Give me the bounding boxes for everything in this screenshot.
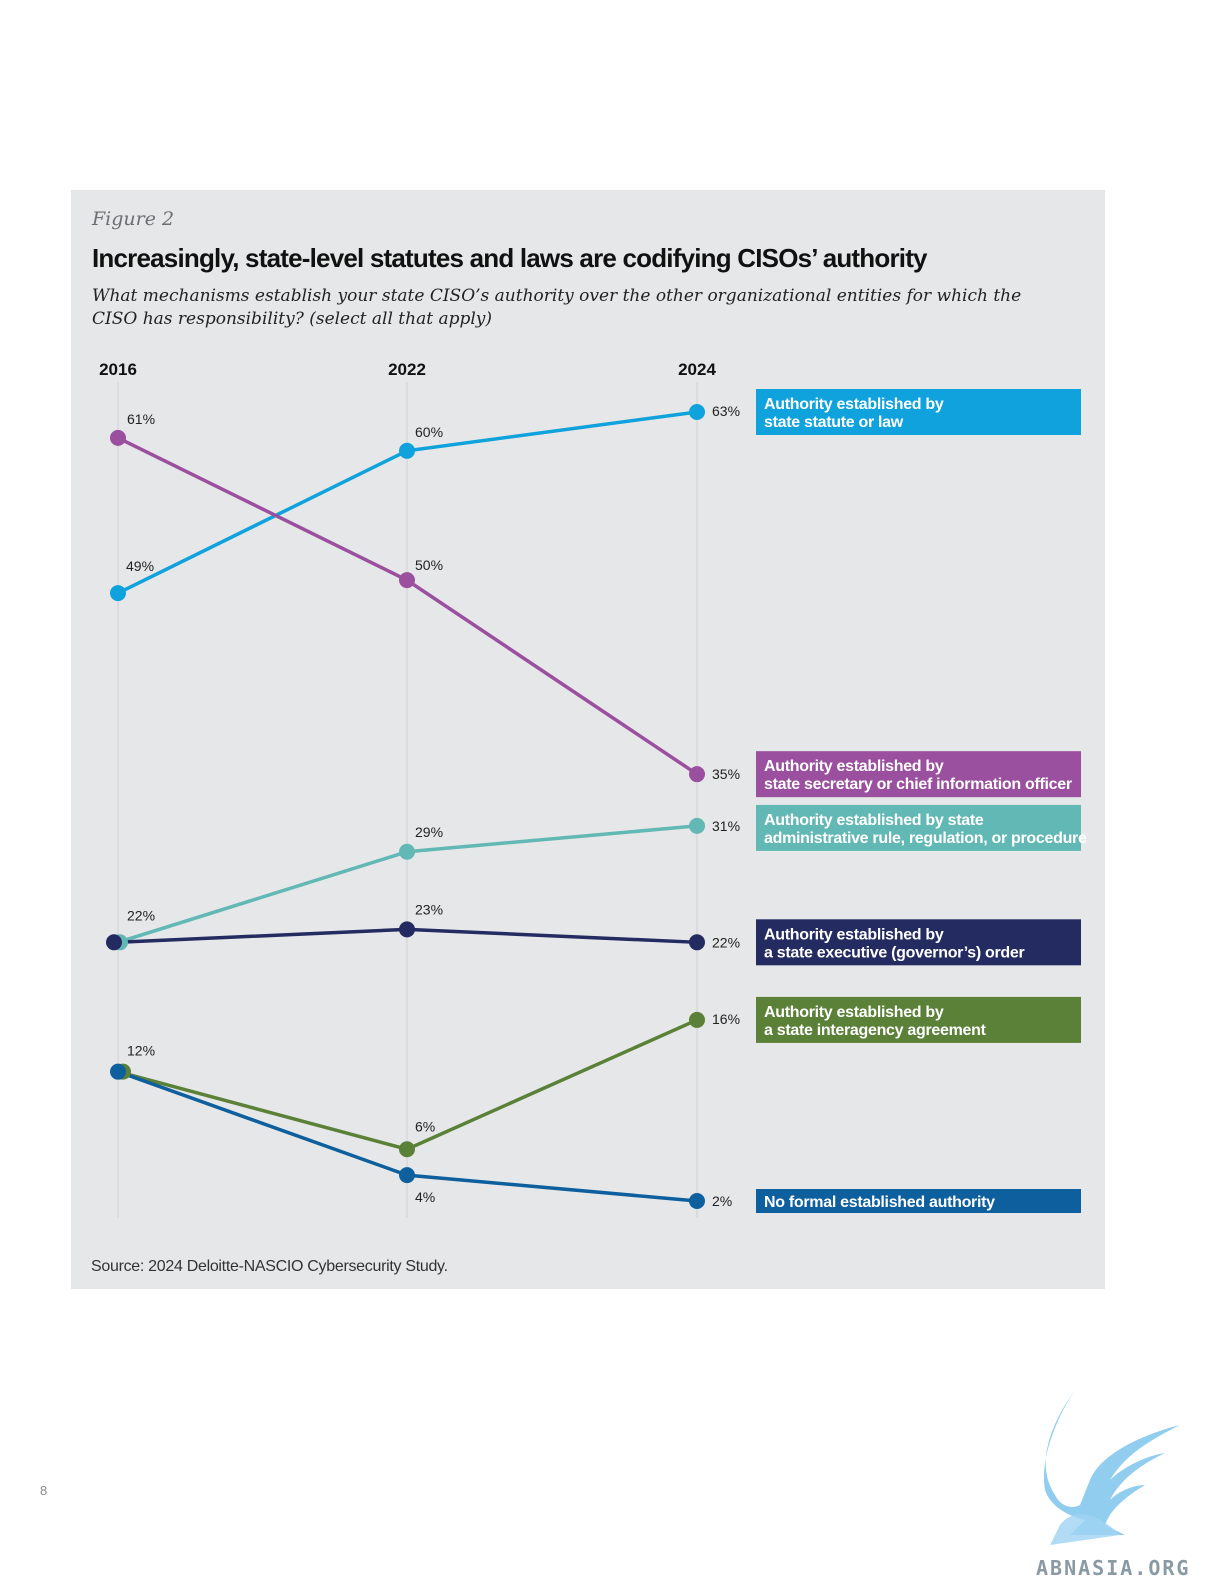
year-label-2016: 2016 [99, 360, 137, 379]
chart-title: Increasingly, state-level statutes and l… [92, 243, 928, 273]
year-label-2022: 2022 [388, 360, 426, 379]
legend-label-3-1: a state executive (governor’s) order [764, 944, 1024, 961]
legend-label-5-0: No formal established authority [764, 1194, 995, 1211]
source-note: Source: 2024 Deloitte-NASCIO Cybersecuri… [91, 1258, 448, 1275]
data-point-2-1 [399, 843, 415, 860]
legend-box-0 [756, 389, 1081, 435]
legend-label-1-0: Authority established by [764, 758, 944, 775]
value-label-1-1: 50% [415, 557, 443, 573]
data-point-0-0 [110, 585, 126, 602]
data-point-3-1 [399, 921, 415, 938]
legend-label-2-0: Authority established by state [764, 812, 984, 829]
figure-label: Figure 2 [92, 208, 175, 230]
data-point-5-1 [399, 1167, 415, 1184]
legend-box-4 [756, 996, 1081, 1043]
value-label-1-0: 61% [127, 411, 155, 427]
legend-label-4-0: Authority established by [764, 1004, 944, 1021]
value-label-4-1: 6% [415, 1118, 435, 1134]
value-label-0-0: 49% [126, 558, 154, 574]
watermark-text: ABNASIA.ORG [1036, 1556, 1191, 1580]
data-point-1-0 [110, 429, 126, 446]
value-label-4-2: 16% [712, 1011, 740, 1027]
value-label-5-1: 4% [415, 1189, 435, 1205]
legend-box-3 [756, 919, 1081, 966]
data-point-0-1 [399, 442, 415, 459]
chart-subtitle: What mechanisms establish your state CIS… [92, 286, 1022, 329]
data-point-4-2 [689, 1011, 705, 1028]
legend-box-5 [756, 1189, 1081, 1213]
value-label-1-2: 35% [712, 766, 740, 782]
data-point-3-0 [106, 934, 122, 951]
value-label-0-2: 63% [712, 403, 740, 419]
value-label-0-1: 60% [415, 424, 443, 440]
legend-label-4-1: a state interagency agreement [764, 1022, 987, 1039]
legend-box-2 [756, 804, 1081, 851]
value-label-3-2: 22% [712, 934, 740, 950]
value-label-3-1: 23% [415, 901, 443, 917]
legend-label-2-1: administrative rule, regulation, or proc… [764, 830, 1087, 847]
data-point-1-2 [689, 766, 705, 783]
value-label-2-1: 29% [415, 824, 443, 840]
value-label-4-0: 12% [127, 1043, 155, 1059]
legend-label-3-0: Authority established by [764, 926, 944, 943]
value-label-5-2: 2% [712, 1193, 732, 1209]
page-number: 8 [40, 1483, 48, 1498]
legend-label-1-1: state secretary or chief information off… [764, 776, 1072, 793]
data-point-5-2 [689, 1193, 705, 1209]
data-point-5-0 [110, 1063, 126, 1080]
year-label-2024: 2024 [678, 360, 716, 379]
data-point-4-1 [399, 1141, 415, 1158]
data-point-0-2 [689, 404, 705, 420]
legend-label-0-1: state statute or law [764, 414, 904, 431]
legend-box-1 [756, 751, 1081, 798]
griffin-logo-icon [1044, 1390, 1180, 1545]
data-point-2-2 [689, 817, 705, 834]
value-label-2-0: 22% [127, 907, 155, 923]
legend-label-0-0: Authority established by [764, 396, 944, 413]
data-point-1-1 [399, 572, 415, 589]
data-point-3-2 [689, 934, 705, 951]
value-label-2-2: 31% [712, 818, 740, 834]
